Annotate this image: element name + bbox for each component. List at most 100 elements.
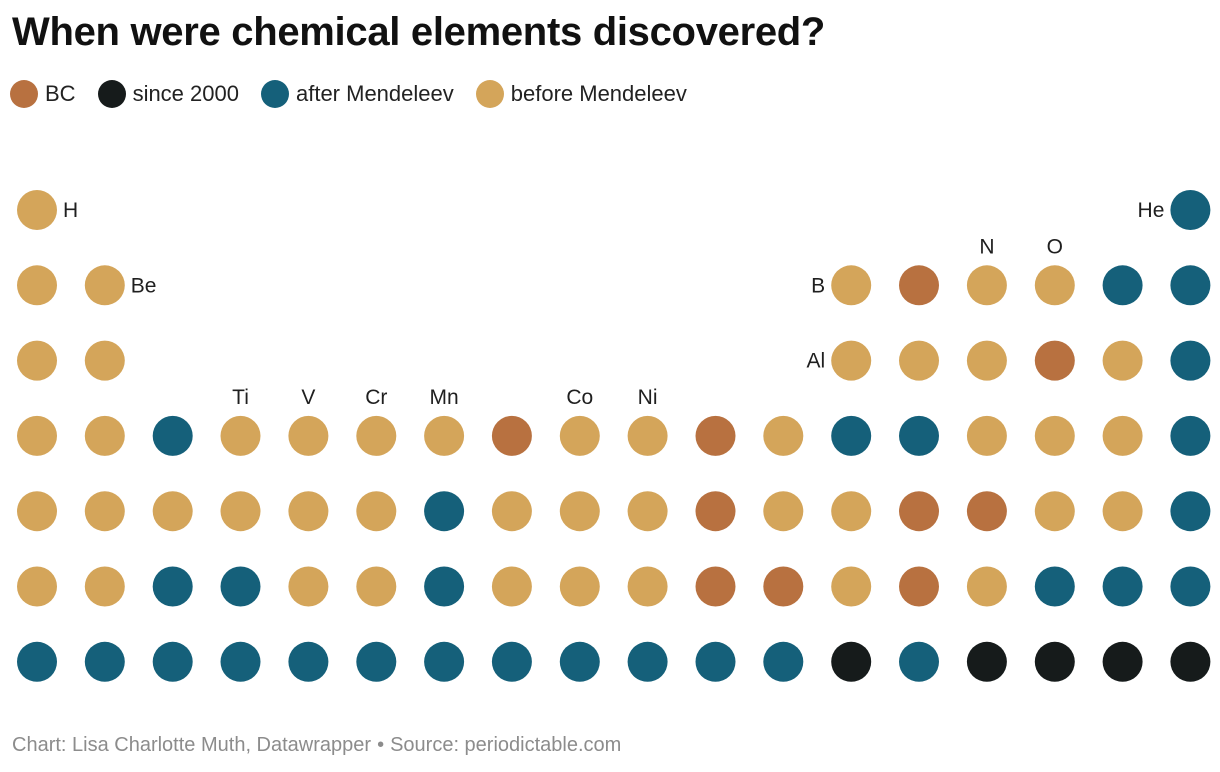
element-dot-p6-g10 bbox=[627, 566, 668, 607]
footer-source: Source: periodictable.com bbox=[390, 734, 622, 756]
element-dot-p5-g11 bbox=[695, 491, 736, 532]
legend-label-since-2000: since 2000 bbox=[132, 81, 239, 106]
element-dot-p4-g8 bbox=[491, 415, 532, 456]
legend-swatch-since-2000 bbox=[97, 80, 126, 108]
element-dot-p1-g18 bbox=[1170, 190, 1211, 230]
legend-item-bc: BC bbox=[10, 80, 76, 108]
element-label-n: N bbox=[979, 235, 994, 258]
element-label-he: He bbox=[1138, 199, 1165, 222]
element-dot-p7-g10 bbox=[627, 641, 668, 682]
element-dot-p6-g11 bbox=[695, 566, 736, 607]
element-dot-p5-g9 bbox=[559, 491, 600, 532]
element-dot-p5-g1 bbox=[17, 491, 57, 532]
element-dot-p6-g7 bbox=[424, 566, 465, 607]
legend-item-after-mendeleev: after Mendeleev bbox=[260, 80, 454, 108]
element-dot-p5-g17 bbox=[1102, 491, 1143, 532]
element-dot-p6-g17 bbox=[1102, 566, 1143, 607]
element-dot-p7-g16 bbox=[1034, 641, 1075, 682]
element-label-o: O bbox=[1047, 235, 1063, 258]
element-dot-p6-g18 bbox=[1170, 566, 1211, 607]
element-dot-p4-g15 bbox=[966, 415, 1007, 456]
element-dot-p7-g7 bbox=[424, 641, 465, 682]
element-dot-p6-g5 bbox=[288, 566, 329, 607]
element-dot-p7-g15 bbox=[966, 641, 1007, 682]
element-dot-p4-g4 bbox=[220, 415, 261, 456]
element-label-cr: Cr bbox=[365, 386, 387, 409]
element-dot-p6-g2 bbox=[84, 566, 125, 607]
element-dot-p3-g17 bbox=[1102, 340, 1143, 381]
chart-footer: Chart: Lisa Charlotte Muth, Datawrapper •… bbox=[12, 734, 621, 757]
element-dot-p6-g16 bbox=[1034, 566, 1075, 607]
element-label-b: B bbox=[811, 274, 825, 297]
legend-label-after-mendeleev: after Mendeleev bbox=[295, 81, 454, 106]
element-dot-p4-g13 bbox=[831, 415, 872, 456]
element-dot-p7-g6 bbox=[356, 641, 397, 682]
element-dot-p5-g2 bbox=[84, 491, 125, 532]
element-dot-p2-g2 bbox=[84, 265, 125, 306]
element-dot-p5-g16 bbox=[1034, 491, 1075, 532]
element-dot-p7-g11 bbox=[695, 641, 736, 682]
element-dot-p4-g9 bbox=[559, 415, 600, 456]
element-dot-p2-g1 bbox=[17, 265, 57, 306]
element-dot-p3-g1 bbox=[17, 340, 57, 381]
element-label-ni: Ni bbox=[638, 386, 658, 409]
element-dot-p2-g15 bbox=[966, 265, 1007, 306]
legend-label-before-mendeleev: before Mendeleev bbox=[510, 81, 687, 106]
element-dot-p4-g14 bbox=[899, 415, 939, 456]
legend-swatch-bc bbox=[10, 80, 38, 108]
element-dot-p4-g2 bbox=[84, 415, 125, 456]
element-dot-p3-g16 bbox=[1034, 340, 1075, 381]
element-dot-p4-g1 bbox=[17, 415, 57, 456]
element-dot-p4-g12 bbox=[763, 415, 804, 456]
element-dot-p7-g12 bbox=[763, 641, 804, 682]
element-dot-p5-g13 bbox=[831, 491, 872, 532]
element-label-al: Al bbox=[807, 350, 826, 373]
element-dot-p5-g3 bbox=[152, 491, 193, 532]
element-dot-p6-g12 bbox=[763, 566, 804, 607]
element-dot-p4-g6 bbox=[356, 415, 397, 456]
element-dot-p3-g14 bbox=[899, 340, 939, 381]
element-dot-p3-g13 bbox=[831, 340, 872, 381]
element-dot-p5-g8 bbox=[491, 491, 532, 532]
element-dot-p4-g17 bbox=[1102, 415, 1143, 456]
element-dot-p4-g18 bbox=[1170, 415, 1211, 456]
element-dot-p7-g9 bbox=[559, 641, 600, 682]
element-dot-p2-g16 bbox=[1034, 265, 1075, 306]
element-dot-p6-g3 bbox=[152, 566, 193, 607]
element-dot-p7-g1 bbox=[17, 641, 57, 682]
element-dot-p7-g5 bbox=[288, 641, 329, 682]
element-dot-p5-g10 bbox=[627, 491, 668, 532]
element-dot-p6-g8 bbox=[491, 566, 532, 607]
element-label-be: Be bbox=[131, 274, 157, 297]
element-dot-p4-g11 bbox=[695, 415, 736, 456]
element-dot-p5-g18 bbox=[1170, 491, 1211, 532]
element-dot-p7-g13 bbox=[831, 641, 872, 682]
element-dot-p2-g14 bbox=[899, 265, 939, 306]
element-dot-p6-g9 bbox=[559, 566, 600, 607]
legend-item-since-2000: since 2000 bbox=[97, 80, 239, 108]
element-dot-p4-g5 bbox=[288, 415, 329, 456]
footer-credit: Chart: Lisa Charlotte Muth, Datawrapper bbox=[12, 734, 372, 756]
element-dot-p7-g3 bbox=[152, 641, 193, 682]
element-label-co: Co bbox=[566, 386, 593, 409]
element-dot-p4-g10 bbox=[627, 415, 668, 456]
element-dot-p5-g15 bbox=[966, 491, 1007, 532]
element-dot-p5-g14 bbox=[899, 491, 939, 532]
element-dot-p5-g4 bbox=[220, 491, 261, 532]
element-dot-p5-g6 bbox=[356, 491, 397, 532]
element-dot-p6-g6 bbox=[356, 566, 397, 607]
element-dot-p7-g8 bbox=[491, 641, 532, 682]
element-dot-p7-g17 bbox=[1102, 641, 1143, 682]
element-dot-p3-g15 bbox=[966, 340, 1007, 381]
element-dot-p6-g15 bbox=[966, 566, 1007, 607]
element-dot-p6-g14 bbox=[899, 566, 939, 607]
element-dot-p7-g18 bbox=[1170, 641, 1211, 682]
footer-separator: • bbox=[377, 734, 385, 756]
element-dot-p5-g12 bbox=[763, 491, 804, 532]
legend-item-before-mendeleev: before Mendeleev bbox=[475, 80, 687, 108]
legend-label-bc: BC bbox=[45, 81, 76, 106]
legend: BC since 2000 after Mendeleev before Men… bbox=[10, 80, 709, 108]
element-dot-p5-g7 bbox=[424, 491, 465, 532]
element-dot-p2-g17 bbox=[1102, 265, 1143, 306]
